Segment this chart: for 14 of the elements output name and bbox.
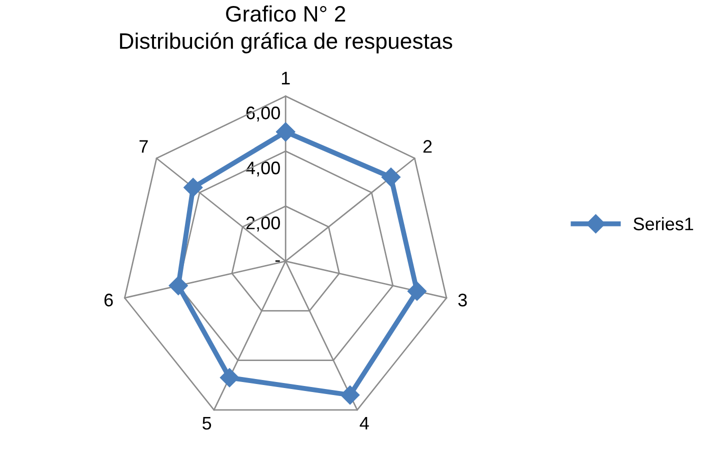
chart-subtitle: Distribución gráfica de respuestas <box>120 32 452 54</box>
y-tick-label: 6,00 <box>246 106 280 122</box>
spoke-label: 6 <box>104 294 113 306</box>
spoke-label: 7 <box>140 140 148 153</box>
spoke-label: 1 <box>282 72 290 84</box>
spoke-label: 2 <box>423 140 432 153</box>
y-tick-label: - <box>275 260 280 262</box>
y-tick-label: 4,00 <box>246 162 280 176</box>
y-tick-label: 2,00 <box>246 216 280 232</box>
spoke-label: 4 <box>360 417 369 430</box>
spoke-label: 3 <box>458 294 467 306</box>
legend-label: Series1 <box>634 217 694 230</box>
spoke-label: 5 <box>202 417 212 430</box>
chart-title: Grafico N° 2 <box>226 5 346 22</box>
